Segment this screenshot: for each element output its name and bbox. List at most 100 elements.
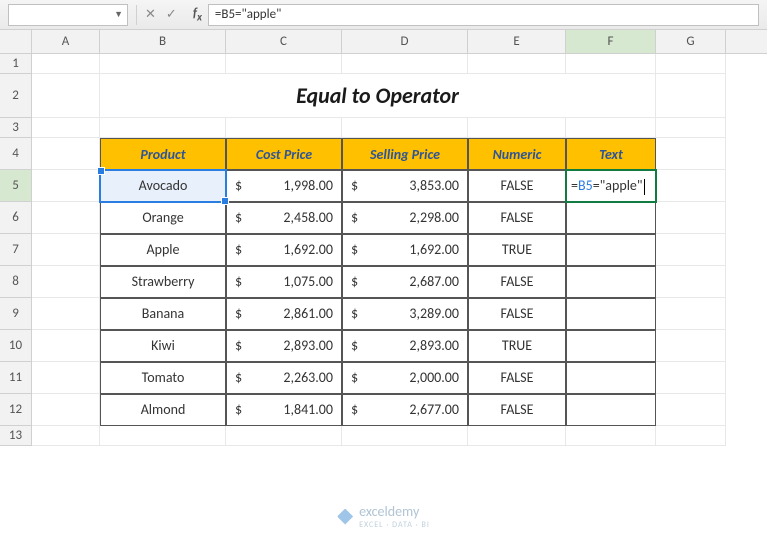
cell-text[interactable] bbox=[566, 394, 656, 426]
cell-text[interactable] bbox=[566, 266, 656, 298]
cell-numeric[interactable]: FALSE bbox=[468, 362, 566, 394]
cell-G4[interactable] bbox=[656, 138, 726, 170]
cell-D3[interactable] bbox=[342, 118, 468, 138]
cell-sell[interactable]: $3,289.00 bbox=[342, 298, 468, 330]
chevron-down-icon[interactable]: ▼ bbox=[114, 9, 123, 20]
cell-text[interactable] bbox=[566, 202, 656, 234]
cell-numeric[interactable]: FALSE bbox=[468, 170, 566, 202]
row-header-5[interactable]: 5 bbox=[0, 170, 32, 202]
cell-F1[interactable] bbox=[566, 54, 656, 74]
cell-sell[interactable]: $2,677.00 bbox=[342, 394, 468, 426]
cell-cost[interactable]: $1,075.00 bbox=[226, 266, 342, 298]
cell-C3[interactable] bbox=[226, 118, 342, 138]
th-cost[interactable]: Cost Price bbox=[226, 138, 342, 170]
formula-input[interactable]: =B5="apple" bbox=[208, 4, 759, 26]
cell-G8[interactable] bbox=[656, 266, 726, 298]
cell-C1[interactable] bbox=[226, 54, 342, 74]
cell-E3[interactable] bbox=[468, 118, 566, 138]
th-sell[interactable]: Selling Price bbox=[342, 138, 468, 170]
col-header-B[interactable]: B bbox=[100, 30, 226, 53]
cell-A1[interactable] bbox=[32, 54, 100, 74]
cell-sell[interactable]: $2,687.00 bbox=[342, 266, 468, 298]
cell-sell[interactable]: $2,298.00 bbox=[342, 202, 468, 234]
cell-cost[interactable]: $2,893.00 bbox=[226, 330, 342, 362]
cell-product[interactable]: Almond bbox=[100, 394, 226, 426]
cell-A11[interactable] bbox=[32, 362, 100, 394]
row-header-4[interactable]: 4 bbox=[0, 138, 32, 170]
cell-A7[interactable] bbox=[32, 234, 100, 266]
cell-D1[interactable] bbox=[342, 54, 468, 74]
col-header-F[interactable]: F bbox=[566, 30, 656, 53]
fx-icon[interactable]: fx bbox=[193, 6, 202, 24]
cell-numeric[interactable]: FALSE bbox=[468, 266, 566, 298]
cell-G6[interactable] bbox=[656, 202, 726, 234]
cell-A6[interactable] bbox=[32, 202, 100, 234]
cell-product[interactable]: Kiwi bbox=[100, 330, 226, 362]
cancel-icon[interactable]: ✕ bbox=[145, 7, 156, 22]
cell-C13[interactable] bbox=[226, 426, 342, 446]
th-product[interactable]: Product bbox=[100, 138, 226, 170]
cell-numeric[interactable]: FALSE bbox=[468, 394, 566, 426]
row-header-3[interactable]: 3 bbox=[0, 118, 32, 138]
cell-product[interactable]: Tomato bbox=[100, 362, 226, 394]
row-header-12[interactable]: 12 bbox=[0, 394, 32, 426]
cell-G11[interactable] bbox=[656, 362, 726, 394]
cell-text[interactable] bbox=[566, 362, 656, 394]
cell-sell[interactable]: $1,692.00 bbox=[342, 234, 468, 266]
cell-product[interactable]: Banana bbox=[100, 298, 226, 330]
cell-E1[interactable] bbox=[468, 54, 566, 74]
cell-A3[interactable] bbox=[32, 118, 100, 138]
row-header-10[interactable]: 10 bbox=[0, 330, 32, 362]
cell-cost[interactable]: $2,861.00 bbox=[226, 298, 342, 330]
row-header-11[interactable]: 11 bbox=[0, 362, 32, 394]
row-header-1[interactable]: 1 bbox=[0, 54, 32, 74]
cell-A4[interactable] bbox=[32, 138, 100, 170]
row-header-2[interactable]: 2 bbox=[0, 74, 32, 118]
cell-A10[interactable] bbox=[32, 330, 100, 362]
cell-A8[interactable] bbox=[32, 266, 100, 298]
cell-B1[interactable] bbox=[100, 54, 226, 74]
enter-icon[interactable]: ✓ bbox=[166, 7, 177, 22]
cell-text[interactable]: =B5="apple" bbox=[566, 170, 656, 202]
cell-A9[interactable] bbox=[32, 298, 100, 330]
cell-G5[interactable] bbox=[656, 170, 726, 202]
cell-G10[interactable] bbox=[656, 330, 726, 362]
cell-A13[interactable] bbox=[32, 426, 100, 446]
col-header-E[interactable]: E bbox=[468, 30, 566, 53]
cell-product[interactable]: Apple bbox=[100, 234, 226, 266]
row-header-9[interactable]: 9 bbox=[0, 298, 32, 330]
cell-G2[interactable] bbox=[656, 74, 726, 118]
cell-sell[interactable]: $2,893.00 bbox=[342, 330, 468, 362]
cell-cost[interactable]: $2,263.00 bbox=[226, 362, 342, 394]
cell-F3[interactable] bbox=[566, 118, 656, 138]
select-all-corner[interactable] bbox=[0, 30, 32, 53]
cell-A5[interactable] bbox=[32, 170, 100, 202]
th-text[interactable]: Text bbox=[566, 138, 656, 170]
cell-text[interactable] bbox=[566, 330, 656, 362]
row-header-13[interactable]: 13 bbox=[0, 426, 32, 446]
cell-numeric[interactable]: FALSE bbox=[468, 298, 566, 330]
cell-B13[interactable] bbox=[100, 426, 226, 446]
cell-sell[interactable]: $3,853.00 bbox=[342, 170, 468, 202]
cell-sell[interactable]: $2,000.00 bbox=[342, 362, 468, 394]
cell-G3[interactable] bbox=[656, 118, 726, 138]
col-header-C[interactable]: C bbox=[226, 30, 342, 53]
cell-text[interactable] bbox=[566, 234, 656, 266]
cell-product[interactable]: Orange bbox=[100, 202, 226, 234]
cell-G12[interactable] bbox=[656, 394, 726, 426]
cell-E13[interactable] bbox=[468, 426, 566, 446]
cell-G7[interactable] bbox=[656, 234, 726, 266]
cell-G1[interactable] bbox=[656, 54, 726, 74]
cell-G13[interactable] bbox=[656, 426, 726, 446]
cell-cost[interactable]: $1,998.00 bbox=[226, 170, 342, 202]
cell-D13[interactable] bbox=[342, 426, 468, 446]
cell-G9[interactable] bbox=[656, 298, 726, 330]
cell-A2[interactable] bbox=[32, 74, 100, 118]
col-header-A[interactable]: A bbox=[32, 30, 100, 53]
cell-cost[interactable]: $2,458.00 bbox=[226, 202, 342, 234]
cell-product[interactable]: Strawberry bbox=[100, 266, 226, 298]
row-header-8[interactable]: 8 bbox=[0, 266, 32, 298]
col-header-G[interactable]: G bbox=[656, 30, 726, 53]
cell-A12[interactable] bbox=[32, 394, 100, 426]
col-header-D[interactable]: D bbox=[342, 30, 468, 53]
